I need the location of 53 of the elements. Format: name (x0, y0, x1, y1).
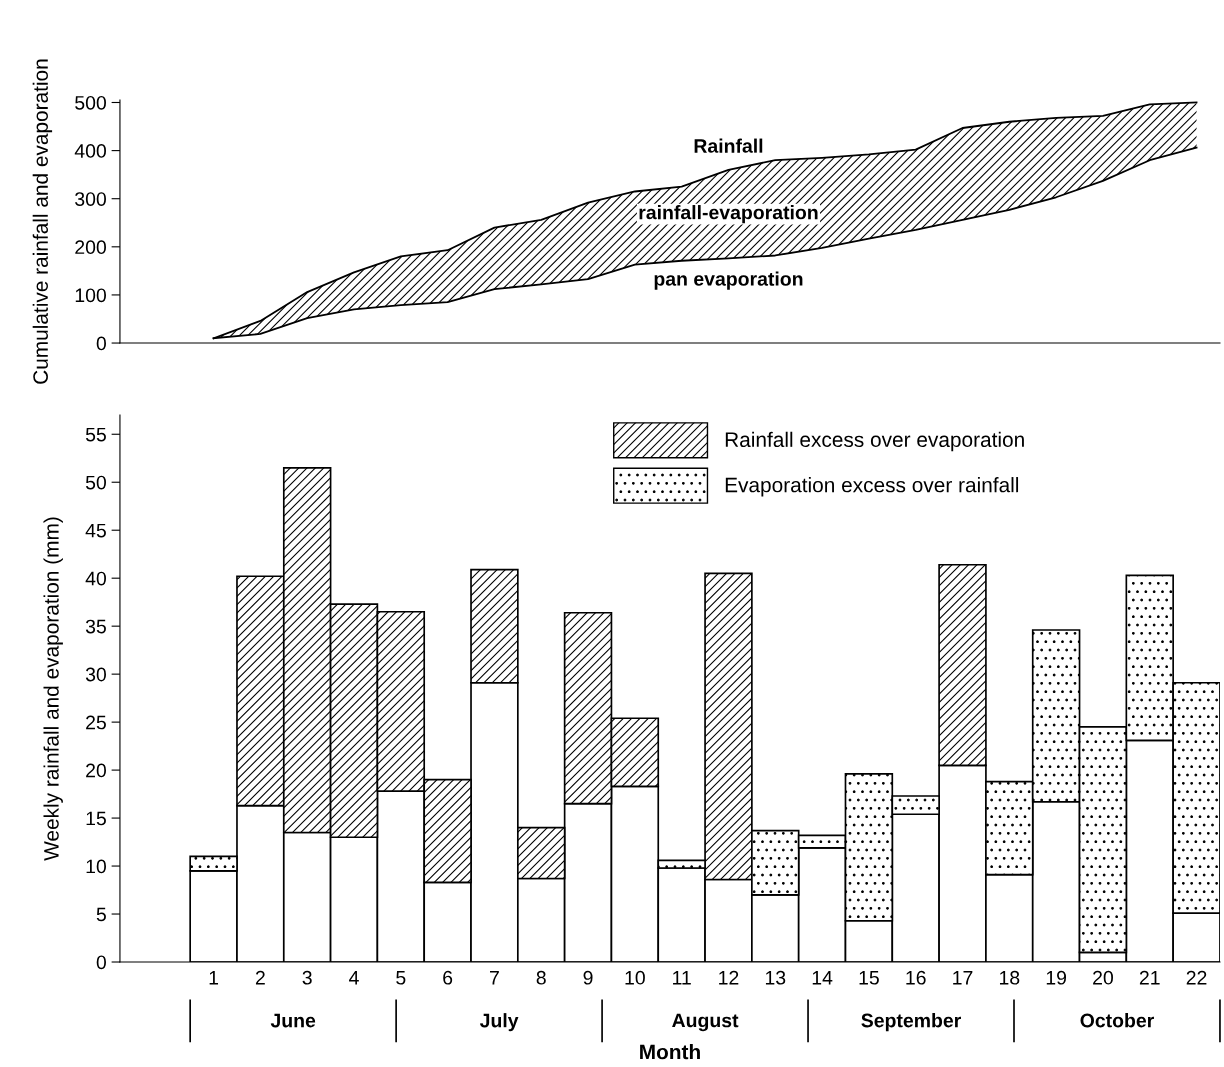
y-tick-label: 55 (85, 427, 106, 442)
y-tick-label: 0 (96, 955, 106, 970)
x-tick-label: 16 (906, 970, 926, 985)
x-tick-label: 9 (583, 970, 593, 985)
x-tick-label: 5 (396, 971, 406, 985)
y-axis-title: Cumulative rainfall and evaporation (32, 59, 53, 384)
y-tick-label: 0 (96, 336, 106, 351)
x-tick-label: 11 (673, 971, 691, 985)
y-tick-label: 300 (75, 192, 106, 206)
y-tick-label: 500 (75, 95, 106, 110)
y-tick-label: 25 (86, 715, 106, 730)
x-tick-label: 22 (1186, 970, 1207, 985)
text: September (861, 1013, 961, 1032)
text: October (1080, 1013, 1154, 1028)
x-tick-label: 8 (536, 970, 546, 985)
x-tick-label: 12 (719, 970, 739, 985)
x-tick-label: 7 (490, 971, 499, 985)
text: July (479, 1013, 519, 1032)
x-tick-label: 20 (1093, 970, 1113, 985)
x-tick-label: 19 (1046, 970, 1067, 985)
x-tick-label: 18 (999, 970, 1020, 985)
x-tick-label: 6 (443, 970, 453, 985)
legend-label: Rainfall excess over evaporation (725, 431, 1024, 452)
text: June (270, 1013, 316, 1028)
x-axis-title: Month (640, 1044, 700, 1060)
y-tick-label: 20 (86, 763, 106, 778)
y-tick-label: 400 (74, 144, 106, 158)
x-tick-label: 4 (349, 971, 359, 985)
y-tick-label: 35 (85, 619, 106, 634)
y-tick-label: 30 (85, 667, 106, 682)
x-tick-label: 17 (953, 971, 973, 985)
legend-label: Evaporation excess over rainfall (725, 477, 1019, 497)
x-tick-label: 13 (765, 970, 786, 985)
x-tick-label: 1 (209, 971, 219, 985)
annotation: rainfall-evaporation (639, 205, 818, 224)
series-label: Rainfall (694, 138, 763, 153)
y-tick-label: 15 (86, 811, 106, 826)
y-tick-label: 50 (85, 475, 106, 490)
text: August (672, 1013, 739, 1032)
x-tick-label: 14 (812, 971, 833, 985)
x-tick-label: 2 (255, 970, 265, 985)
x-tick-label: 15 (859, 971, 879, 985)
x-tick-label: 21 (1139, 970, 1160, 985)
y-tick-label: 5 (96, 907, 106, 922)
x-tick-label: 10 (625, 970, 645, 985)
y-axis-title: Weekly rainfall and evaporation (mm) (43, 517, 63, 861)
y-tick-label: 45 (85, 523, 106, 538)
y-tick-label: 200 (75, 240, 106, 255)
series-label: pan evaporation (654, 271, 803, 290)
y-tick-label: 40 (85, 571, 106, 586)
y-tick-label: 10 (86, 859, 106, 874)
y-tick-label: 100 (75, 288, 106, 303)
x-tick-label: 3 (302, 970, 312, 985)
